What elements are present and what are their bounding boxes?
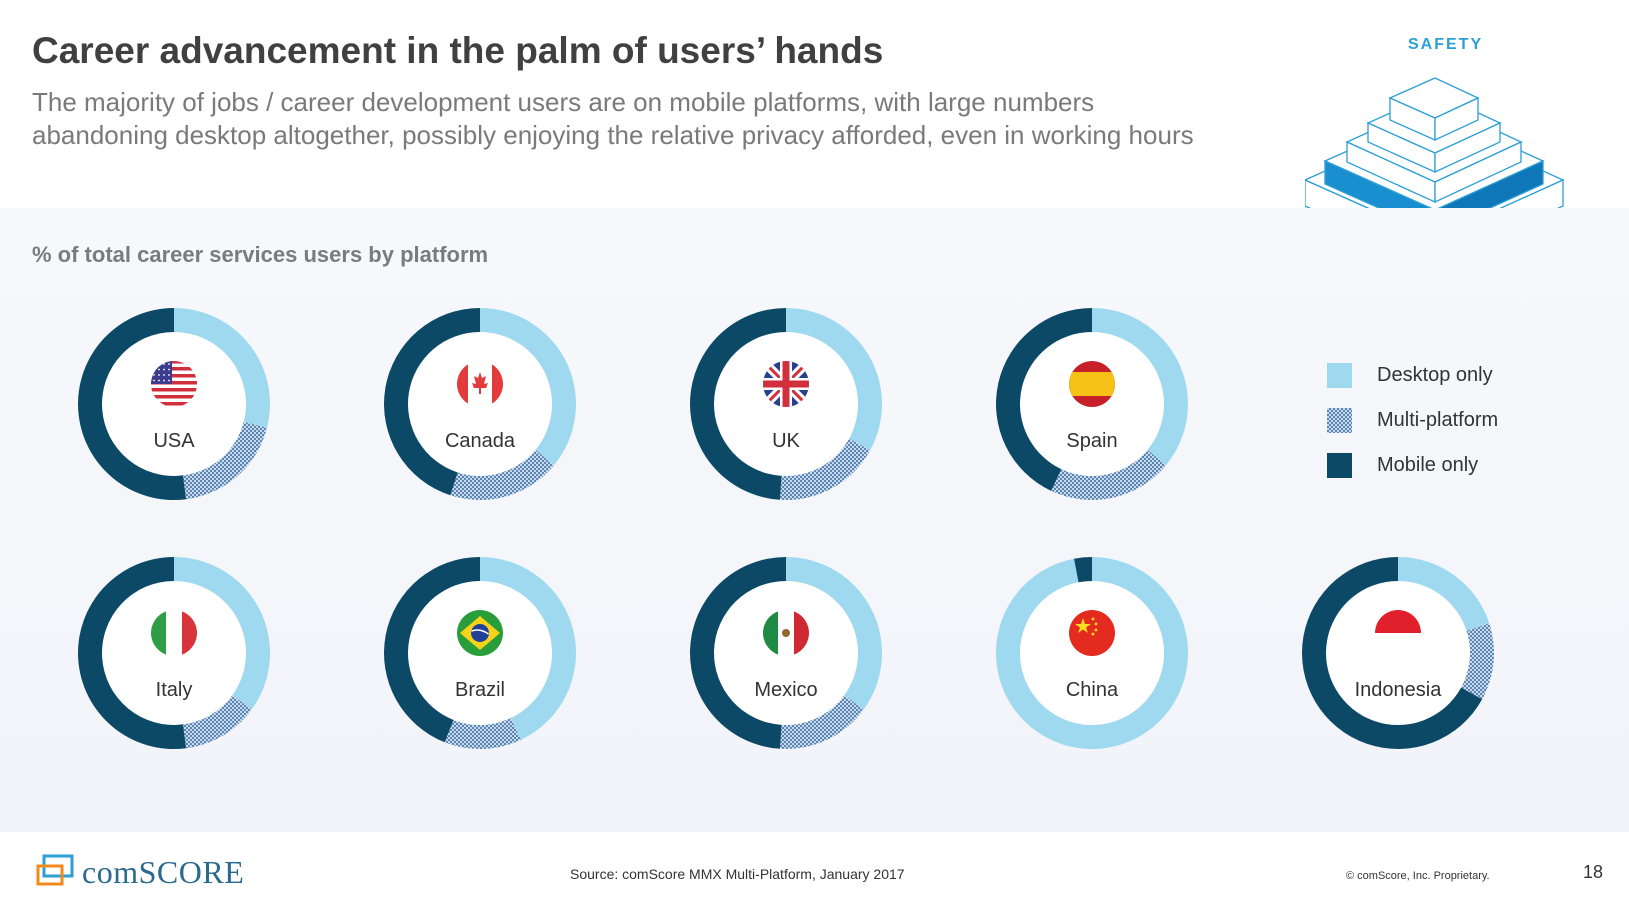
donut-china: China [992,553,1192,753]
legend-label-mobile: Mobile only [1377,454,1479,476]
legend-label-desktop: Desktop only [1377,364,1493,386]
slice-multi-brazil [444,718,521,749]
slice-mobile-spain [995,308,1092,491]
donut-indonesia: Indonesia [1298,553,1498,753]
spain-flag-icon [1069,361,1115,407]
page-title: Career advancement in the palm of users’… [32,30,884,71]
slice-desktop-canada [480,308,576,466]
slice-mobile-usa [78,308,187,500]
donut-ring-uk [689,308,882,500]
uk-flag-icon [763,361,809,407]
subtitle-line-2: abandoning desktop altogether, possibly … [32,120,1194,150]
country-label: China [1065,679,1119,701]
slice-desktop-italy [174,557,270,710]
country-label: Mexico [754,679,818,701]
slice-multi-indonesia [1461,623,1494,700]
italy-flag-icon [151,610,197,656]
slice-multi-spain [1051,449,1166,500]
canada-flag-icon [457,361,503,407]
donut-uk: UK [686,304,886,504]
comscore-logo-icon [36,854,74,886]
donut-spain: Spain [992,304,1192,504]
comscore-logo-text: comSCORE [82,854,245,890]
brazil-flag-icon [457,610,503,656]
slice-multi-mexico [779,695,864,749]
indonesia-flag-icon [1375,610,1421,656]
donut-ring-spain [995,308,1188,500]
legend-swatch-multi [1327,408,1352,433]
donut-brazil: Brazil [380,553,580,753]
donut-canada: Canada [380,304,580,504]
donut-ring-mexico [689,557,882,749]
country-label: Canada [444,430,516,452]
donut-italy: Italy [74,553,274,753]
slice-desktop-uk [786,308,882,451]
china-flag-icon [1069,610,1115,656]
slice-desktop-indonesia [1398,557,1490,631]
country-label: USA [153,430,195,452]
section-badge: SAFETY [1408,36,1484,53]
slice-mobile-italy [78,557,187,749]
donut-usa: USA [74,304,274,504]
usa-flag-icon [151,361,197,407]
slice-desktop-mexico [786,557,882,710]
page-subtitle: The majority of jobs / career developmen… [32,86,1282,152]
slice-desktop-brazil [480,557,576,740]
country-label: Spain [1066,430,1118,452]
slice-mobile-canada [384,308,480,496]
slice-mobile-uk [689,308,786,500]
slice-multi-uk [779,438,871,500]
slice-mobile-brazil [383,557,480,743]
legend-swatch-mobile [1327,453,1352,478]
slice-multi-italy [183,695,252,749]
subtitle-line-1: The majority of jobs / career developmen… [32,87,1095,117]
source-note: Source: comScore MMX Multi-Platform, Jan… [570,866,905,882]
legend-label-multi: Multi-platform [1377,409,1499,431]
slice-multi-usa [183,421,267,500]
donut-mexico: Mexico [686,553,886,753]
slice-desktop-usa [174,308,270,428]
legend-swatch-desktop [1327,363,1352,388]
country-label: Italy [155,679,193,701]
slice-mobile-mexico [689,557,786,749]
country-label: UK [772,430,800,452]
slice-multi-canada [450,449,554,500]
country-label: Indonesia [1354,679,1442,701]
country-label: Brazil [454,679,505,701]
chart-title: % of total career services users by plat… [32,242,489,267]
copyright-note: © comScore, Inc. Proprietary. [1346,870,1490,882]
mexico-flag-icon [763,610,809,656]
slice-desktop-spain [1092,308,1188,466]
page-number: 18 [1583,862,1604,882]
slice-mobile-china [1074,557,1092,583]
